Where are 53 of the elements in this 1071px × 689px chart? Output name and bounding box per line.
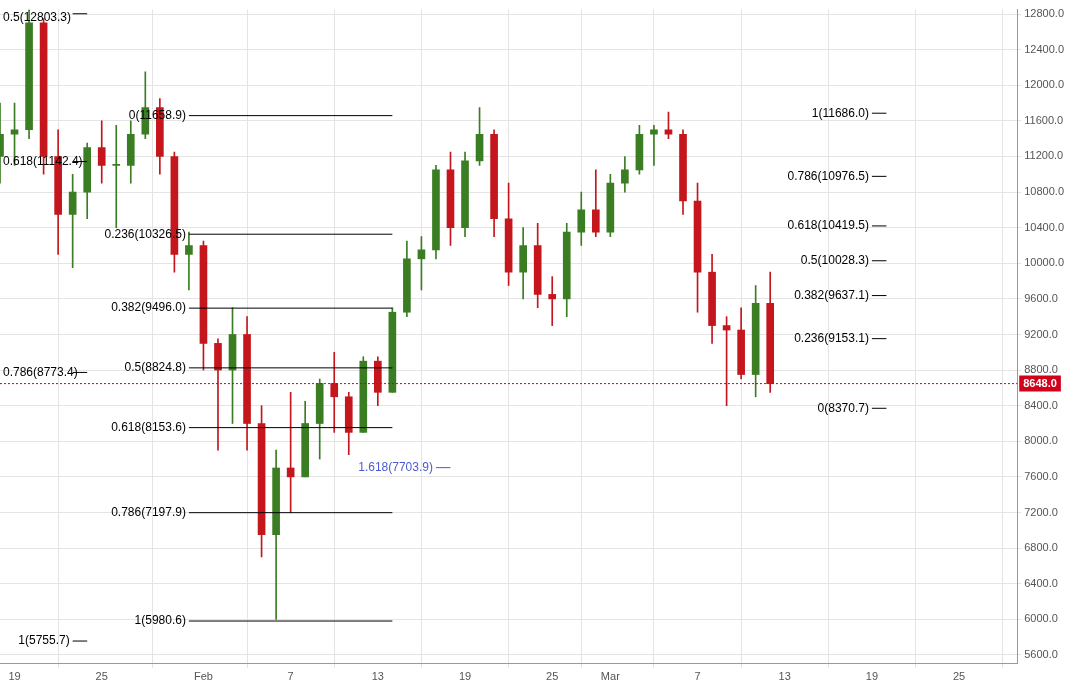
y-tick-label: 12800.0 (1024, 7, 1064, 20)
y-tick-label: 6800.0 (1024, 541, 1058, 554)
y-tick-label: 5600.0 (1024, 647, 1058, 660)
series-label: 0.786(8773.4) (2, 364, 78, 379)
candlestick (330, 351, 339, 433)
series-label: 0.382(9496.0) (111, 300, 186, 315)
series-label: 0.236(9153.1) (794, 330, 869, 345)
y-tick-label: 6000.0 (1024, 612, 1058, 625)
candlestick (650, 124, 658, 166)
series-label: 1(5755.7) (18, 633, 70, 648)
series-label: 1.618(7703.9) (358, 459, 433, 474)
x-tick-label: Mar (600, 670, 621, 683)
series-label: 0.382(9637.1) (794, 287, 869, 302)
candlestick (548, 276, 557, 326)
series-label: 0(8370.7) (817, 400, 869, 415)
x-tick-label: 13 (778, 670, 791, 683)
series-label: 0.5(8824.8) (124, 360, 186, 375)
x-tick-label: 19 (865, 670, 879, 683)
candlestick (112, 124, 121, 228)
y-tick-label: 9600.0 (1024, 291, 1058, 304)
y-tick-label: 12400.0 (1024, 42, 1064, 55)
y-tick-label: 7200.0 (1024, 505, 1058, 518)
x-tick-label: 25 (952, 670, 966, 683)
y-tick-label: 8800.0 (1024, 363, 1058, 376)
y-tick-label: 11200.0 (1024, 149, 1064, 162)
candlestick (185, 231, 193, 291)
x-tick-label: 25 (95, 670, 108, 683)
y-tick-label: 9200.0 (1024, 327, 1058, 340)
series-label: 0.5(10028.3) (800, 253, 869, 268)
series-label: 1(5980.6) (134, 613, 186, 628)
series-label: 0.786(7197.9) (111, 504, 186, 519)
x-tick-label: 19 (458, 670, 472, 683)
y-tick-label: 8400.0 (1024, 398, 1058, 411)
series-label: 0.618(10419.5) (787, 218, 869, 233)
y-tick-label: 6400.0 (1024, 576, 1058, 589)
y-tick-label: 7600.0 (1024, 469, 1058, 482)
x-tick-label: 7 (694, 670, 701, 683)
ref-line-label: 8648.0 (1023, 376, 1057, 389)
y-tick-label: 12000.0 (1024, 78, 1064, 91)
x-tick-label: 13 (371, 670, 384, 683)
series-label: 1(11686.0) (811, 105, 869, 120)
y-tick-label: 10000.0 (1024, 256, 1064, 269)
candlestick (214, 338, 222, 451)
series-label: 0.786(10976.5) (787, 168, 869, 183)
x-tick-label: 19 (8, 670, 21, 683)
y-tick-label: 10800.0 (1024, 185, 1064, 198)
y-tick-label: 11600.0 (1024, 113, 1064, 126)
x-tick-label: 7 (287, 670, 294, 683)
series-label: 0.618(8153.6) (111, 419, 186, 434)
y-tick-label: 10400.0 (1024, 220, 1064, 233)
x-tick-label: Feb (193, 670, 213, 683)
x-tick-label: 25 (546, 670, 559, 683)
y-tick-label: 8000.0 (1024, 434, 1058, 447)
